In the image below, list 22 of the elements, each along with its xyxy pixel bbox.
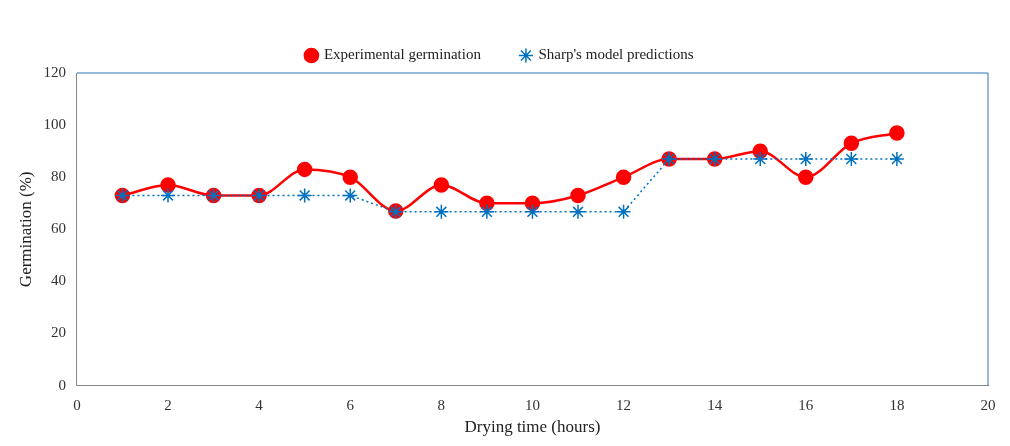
y-tick-label: 60 <box>50 220 66 237</box>
x-tick-label: 16 <box>798 396 814 413</box>
legend-label: Experimental germination <box>323 46 482 63</box>
y-tick-label: 20 <box>50 324 66 341</box>
y-tick-label: 40 <box>50 272 66 289</box>
y-tick-label: 80 <box>50 168 66 185</box>
x-tick-label: 18 <box>889 396 905 413</box>
y-tick-label: 120 <box>43 63 66 80</box>
y-tick-label: 0 <box>58 376 66 393</box>
x-tick-label: 12 <box>616 396 632 413</box>
x-tick-label: 8 <box>437 396 446 413</box>
legend-label: Sharp's model predictions <box>538 46 694 63</box>
x-tick-label: 4 <box>255 396 264 413</box>
y-tick-label: 100 <box>43 116 66 133</box>
x-tick-label: 6 <box>346 396 355 413</box>
x-tick-label: 20 <box>980 396 996 413</box>
x-tick-label: 14 <box>707 396 723 413</box>
x-tick-label: 2 <box>164 396 172 413</box>
x-tick-label: 0 <box>73 396 81 413</box>
x-axis-title: Drying time (hours) <box>464 417 601 437</box>
x-tick-label: 10 <box>524 396 540 413</box>
y-axis-title: Germination (%) <box>15 171 35 288</box>
